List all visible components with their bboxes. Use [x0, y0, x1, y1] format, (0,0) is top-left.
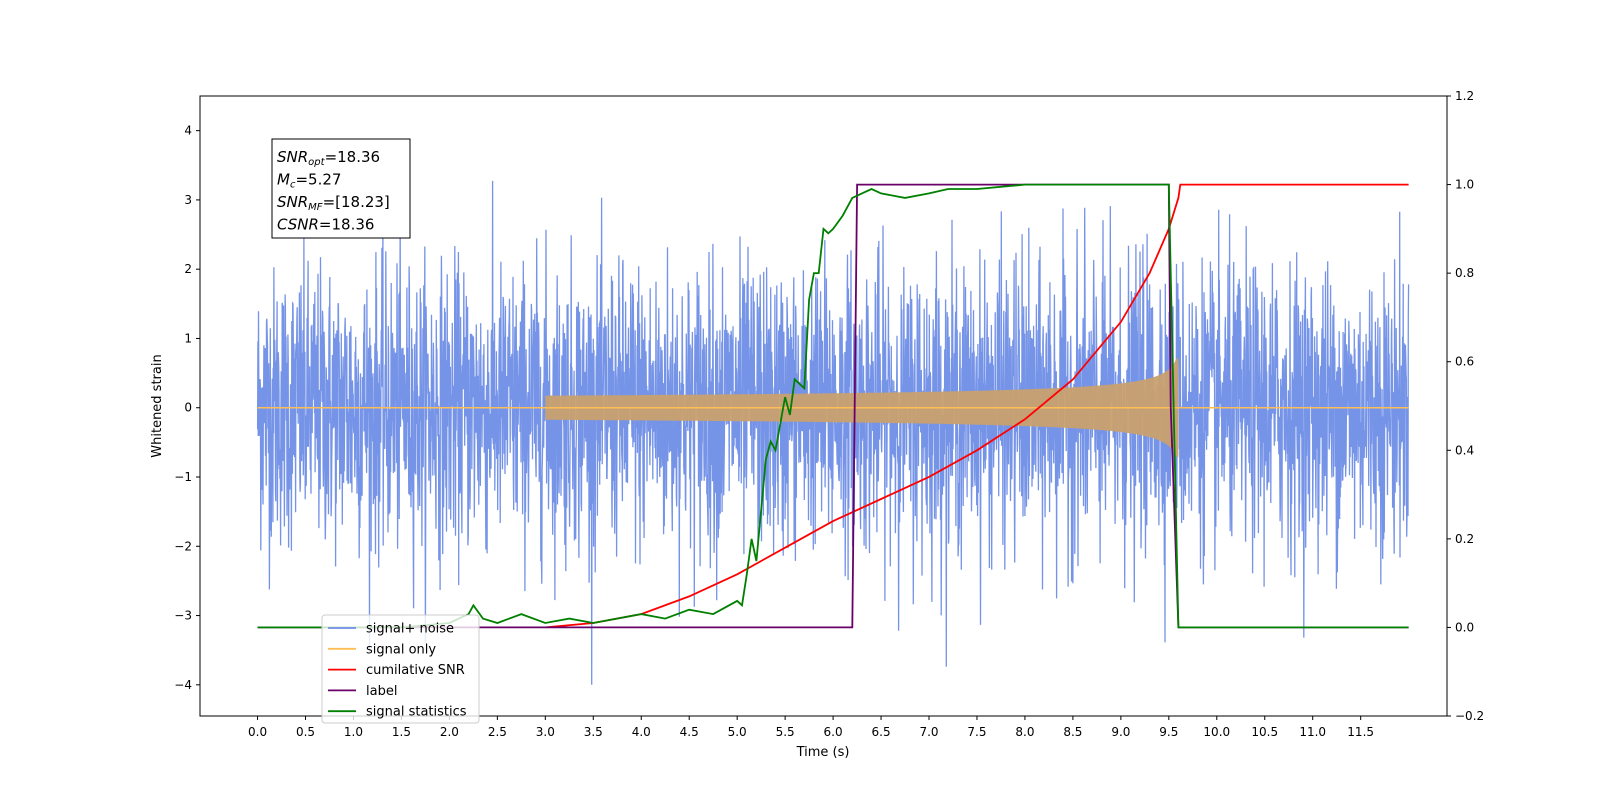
annotation-symbol: SNR: [277, 148, 308, 166]
x-tick-label: 4.5: [680, 725, 699, 739]
x-tick-label: 10.0: [1203, 725, 1230, 739]
series-signal-statistics-line: [257, 183, 1409, 629]
x-tick-label: 2.0: [440, 725, 459, 739]
annotation-line: Mc=5.27: [277, 171, 341, 191]
y2-tick-label: 1.0: [1455, 178, 1474, 192]
x-tick-label: 8.5: [1063, 725, 1082, 739]
x-tick-label: 1.0: [344, 725, 363, 739]
x-axis-ticks: 0.0 0.5 1.0 1.5 2.0 2.5 3.0 3.5 4.0 4.5 5.0 5.5 6.0 6…: [248, 716, 1374, 739]
y-axis-ticks: 4 3 2 1 0 −1 −2 −3 −4: [174, 124, 200, 692]
y2-tick-label: 1.2: [1455, 89, 1474, 103]
legend-label: cumilative SNR: [366, 663, 465, 678]
annotation-box: SNRopt=18.36Mc=5.27SNRMF=[18.23]CSNR=18.…: [271, 138, 411, 239]
x-tick-label: 11.5: [1347, 725, 1374, 739]
y2-tick-label: 0.0: [1455, 620, 1474, 634]
signal-only-series: [257, 358, 1409, 458]
legend-label: signal statistics: [366, 705, 467, 720]
annotation-line: SNRopt=18.36: [277, 148, 380, 168]
x-tick-label: 3.5: [584, 725, 603, 739]
annotation-subscript: c: [290, 180, 296, 191]
annotation-symbol: M: [277, 171, 290, 189]
y2-tick-label: 0.8: [1455, 266, 1474, 280]
y-tick-label: 3: [184, 193, 192, 207]
x-tick-label: 7.0: [919, 725, 938, 739]
signal-noise-series: [256, 180, 1410, 685]
y-tick-label: −4: [174, 678, 192, 692]
y-tick-label: −2: [174, 539, 192, 553]
annotation-symbol: SNR: [277, 193, 308, 211]
y2-tick-label: 0.6: [1455, 355, 1474, 369]
x-tick-label: 11.0: [1299, 725, 1326, 739]
annotation-symbol: CSNR: [277, 216, 319, 234]
annotation-subscript: opt: [308, 157, 325, 168]
x-tick-label: 3.0: [536, 725, 555, 739]
y-tick-label: −1: [174, 470, 192, 484]
annotation-value: =18.36: [325, 148, 381, 166]
annotation-line: CSNR=18.36: [277, 216, 374, 234]
x-tick-label: 6.5: [872, 725, 891, 739]
x-tick-label: 5.5: [776, 725, 795, 739]
series-signal-noise-line: [256, 180, 1410, 685]
y-tick-label: 4: [184, 124, 192, 138]
y-tick-label: 1: [184, 331, 192, 345]
plot-frame: [199, 95, 1448, 717]
x-tick-label: 9.5: [1159, 725, 1178, 739]
x-tick-label: 1.5: [392, 725, 411, 739]
y2-tick-label: 0.4: [1455, 443, 1474, 457]
right-axis-series: [257, 183, 1409, 629]
legend-frame: [321, 614, 480, 724]
y-tick-label: 2: [184, 262, 192, 276]
x-tick-label: 8.0: [1015, 725, 1034, 739]
legend-label: signal+ noise: [366, 622, 454, 637]
x-tick-label: 6.0: [824, 725, 843, 739]
x-tick-label: 2.5: [488, 725, 507, 739]
y-tick-label: 0: [184, 401, 192, 415]
x-tick-label: 5.0: [728, 725, 747, 739]
series-cumulative-snr-line: [545, 183, 1409, 629]
x-tick-label: 0.0: [248, 725, 267, 739]
annotation-value: =[18.23]: [323, 193, 390, 211]
x-tick-label: 7.5: [967, 725, 986, 739]
annotation-subscript: MF: [308, 202, 323, 213]
legend: signal+ noise signal only cumilative SNR la…: [321, 614, 480, 724]
x-tick-label: 9.0: [1111, 725, 1130, 739]
x-axis-label: Time (s): [796, 745, 850, 760]
annotation-value: =5.27: [295, 171, 341, 189]
annotation-value: =18.36: [319, 216, 375, 234]
x-tick-label: 4.0: [632, 725, 651, 739]
y2-tick-label: −0.2: [1455, 709, 1484, 723]
legend-entries: signal+ noise signal only cumilative SNR la…: [328, 622, 467, 720]
annotation-lines: SNRopt=18.36Mc=5.27SNRMF=[18.23]CSNR=18.…: [277, 148, 390, 234]
legend-label: signal only: [366, 642, 436, 657]
annotation-frame: [271, 138, 411, 239]
y-tick-label: −3: [174, 609, 192, 623]
legend-label: label: [366, 684, 397, 699]
annotation-line: SNRMF=[18.23]: [277, 193, 390, 213]
y2-tick-label: 0.2: [1455, 532, 1474, 546]
y-axis-label: Whitened strain: [150, 354, 165, 457]
right-y-axis-ticks: 1.2 1.0 0.8 0.6 0.4 0.2 0.0 −0.2: [1447, 89, 1484, 723]
x-tick-label: 10.5: [1251, 725, 1278, 739]
x-tick-label: 0.5: [296, 725, 315, 739]
